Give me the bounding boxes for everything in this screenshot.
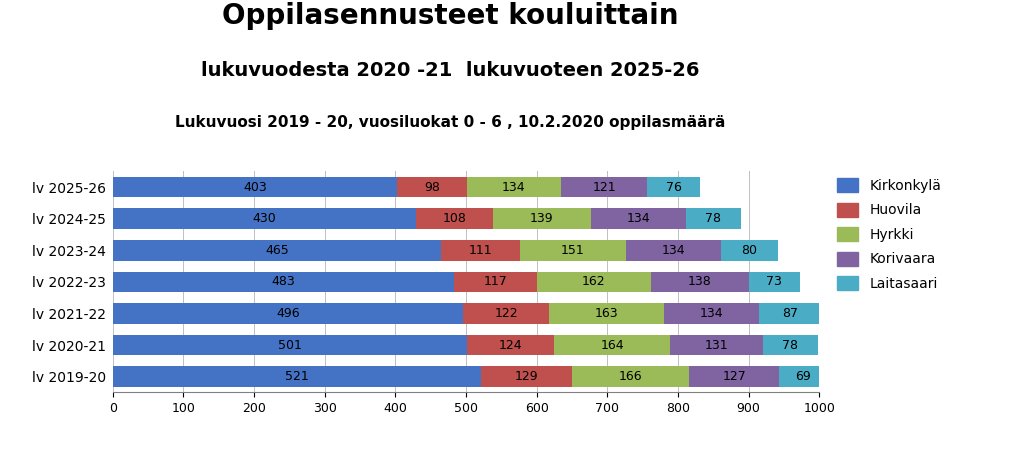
Bar: [113, 335, 467, 355]
Text: 80: 80: [741, 244, 758, 257]
Bar: [441, 240, 519, 261]
Text: 87: 87: [782, 307, 798, 320]
Text: 163: 163: [595, 307, 618, 320]
Bar: [759, 303, 820, 324]
Text: 78: 78: [706, 212, 721, 225]
Bar: [651, 272, 749, 292]
Text: 430: 430: [253, 212, 276, 225]
Bar: [665, 303, 759, 324]
Text: 521: 521: [285, 370, 308, 383]
Text: 98: 98: [424, 181, 440, 193]
Bar: [454, 272, 537, 292]
Text: 78: 78: [782, 339, 799, 351]
Text: 151: 151: [561, 244, 585, 257]
Bar: [591, 208, 686, 229]
Bar: [686, 208, 740, 229]
Text: 122: 122: [495, 307, 518, 320]
Bar: [113, 177, 397, 198]
Text: 76: 76: [666, 181, 682, 193]
Text: 108: 108: [442, 212, 467, 225]
Text: 134: 134: [627, 212, 650, 225]
Bar: [689, 366, 779, 387]
Bar: [537, 272, 651, 292]
Text: 483: 483: [271, 276, 295, 288]
Bar: [417, 208, 493, 229]
Text: 134: 134: [700, 307, 724, 320]
Bar: [467, 177, 561, 198]
Text: 124: 124: [499, 339, 522, 351]
Bar: [113, 272, 454, 292]
Bar: [113, 240, 441, 261]
Text: 73: 73: [766, 276, 782, 288]
Bar: [670, 335, 763, 355]
Bar: [549, 303, 665, 324]
Bar: [397, 177, 467, 198]
Text: Lukuvuosi 2019 - 20, vuosiluokat 0 - 6 , 10.2.2020 oppilasmäärä: Lukuvuosi 2019 - 20, vuosiluokat 0 - 6 ,…: [175, 115, 726, 130]
Bar: [467, 335, 554, 355]
Text: 164: 164: [600, 339, 624, 351]
Legend: Kirkonkylä, Huovila, Hyrkki, Korivaara, Laitasaari: Kirkonkylä, Huovila, Hyrkki, Korivaara, …: [834, 174, 945, 295]
Text: 166: 166: [618, 370, 642, 383]
Bar: [113, 208, 417, 229]
Bar: [113, 303, 463, 324]
Text: 117: 117: [483, 276, 507, 288]
Text: 403: 403: [243, 181, 267, 193]
Bar: [572, 366, 689, 387]
Text: 129: 129: [514, 370, 539, 383]
Bar: [647, 177, 700, 198]
Bar: [519, 240, 627, 261]
Bar: [627, 240, 721, 261]
Text: 69: 69: [796, 370, 811, 383]
Bar: [779, 366, 827, 387]
Text: 111: 111: [469, 244, 493, 257]
Text: 162: 162: [582, 276, 605, 288]
Bar: [480, 366, 571, 387]
Text: Oppilasennusteet kouluittain: Oppilasennusteet kouluittain: [222, 2, 679, 30]
Bar: [554, 335, 670, 355]
Text: 501: 501: [278, 339, 302, 351]
Bar: [561, 177, 647, 198]
Text: 131: 131: [705, 339, 728, 351]
Text: 127: 127: [722, 370, 745, 383]
Bar: [721, 240, 777, 261]
Text: 465: 465: [265, 244, 289, 257]
Text: lukuvuodesta 2020 -21  lukuvuoteen 2025-26: lukuvuodesta 2020 -21 lukuvuoteen 2025-2…: [202, 61, 699, 80]
Text: 134: 134: [662, 244, 685, 257]
Bar: [749, 272, 800, 292]
Text: 496: 496: [276, 307, 300, 320]
Bar: [463, 303, 549, 324]
Bar: [763, 335, 818, 355]
Text: 121: 121: [592, 181, 615, 193]
Text: 134: 134: [502, 181, 525, 193]
Text: 138: 138: [688, 276, 712, 288]
Text: 139: 139: [530, 212, 554, 225]
Bar: [113, 366, 480, 387]
Bar: [493, 208, 591, 229]
